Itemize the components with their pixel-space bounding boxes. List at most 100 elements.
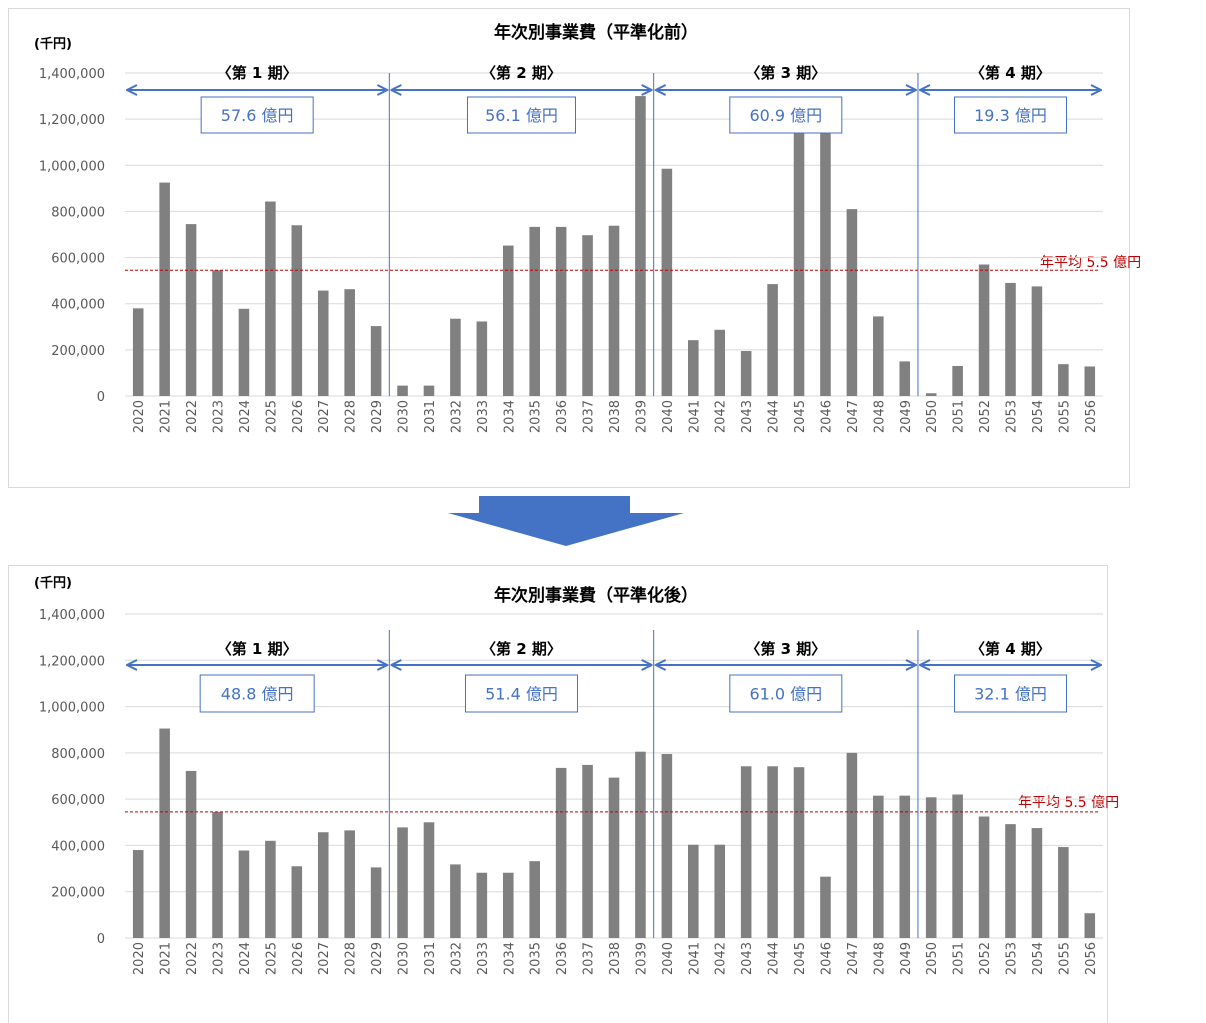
x-tick-label: 2047 [846, 400, 861, 433]
x-tick-label: 2037 [582, 400, 597, 433]
bar [925, 797, 937, 938]
bar [159, 182, 170, 396]
bar [132, 850, 144, 938]
x-tick-label: 2026 [291, 942, 306, 975]
x-tick-label: 2043 [740, 400, 755, 433]
x-tick-label: 2027 [317, 400, 332, 433]
bar [661, 168, 673, 396]
x-tick-label: 2048 [872, 942, 887, 975]
x-tick-label: 2047 [846, 942, 861, 975]
bar [238, 850, 250, 938]
bar [1058, 847, 1069, 938]
bar [714, 329, 726, 396]
bar [265, 840, 276, 938]
bar [185, 770, 197, 938]
y-tick-label: 800,000 [51, 205, 105, 220]
y-tick-label: 0 [97, 932, 105, 947]
bar [212, 811, 223, 938]
period-total-label: 32.1 億円 [974, 685, 1047, 704]
x-tick-label: 2041 [687, 942, 702, 975]
bar [952, 794, 963, 938]
bar [1084, 366, 1096, 396]
x-tick-label: 2041 [687, 400, 702, 433]
x-tick-label: 2053 [1004, 400, 1019, 433]
period-total-label: 19.3 億円 [974, 106, 1047, 125]
y-tick-label: 600,000 [51, 252, 105, 267]
x-tick-label: 2054 [1031, 942, 1046, 975]
x-tick-label: 2054 [1031, 400, 1046, 433]
period-total-box [729, 96, 843, 134]
bar [555, 226, 567, 396]
bar [291, 866, 303, 938]
bar [450, 318, 461, 396]
bar [1058, 364, 1069, 396]
bar [767, 284, 778, 396]
x-tick-label: 2039 [634, 942, 649, 975]
y-tick-label: 0 [97, 390, 105, 405]
y-tick-label: 200,000 [51, 886, 105, 901]
x-tick-label: 2025 [264, 942, 279, 975]
bar [873, 316, 884, 396]
y-tick-label: 1,200,000 [39, 654, 105, 669]
x-tick-label: 2025 [264, 400, 279, 433]
period-total-box [464, 674, 578, 713]
average-label: 年平均 5.5 億円 [1040, 255, 1141, 271]
period-label: 〈第 1 期〉 [217, 64, 298, 82]
x-tick-label: 2045 [793, 942, 808, 975]
bar [899, 795, 911, 938]
bar [344, 289, 355, 396]
y-tick-label: 1,000,000 [39, 159, 105, 174]
x-tick-label: 2039 [634, 400, 649, 433]
bar [1031, 828, 1043, 938]
y-tick-label: 1,400,000 [39, 67, 105, 82]
period-label: 〈第 2 期〉 [481, 64, 562, 82]
x-tick-label: 2031 [423, 400, 438, 433]
period-label: 〈第 1 期〉 [217, 640, 298, 658]
x-tick-label: 2036 [555, 942, 570, 975]
bar [1084, 913, 1096, 938]
bar [1005, 282, 1016, 396]
x-tick-label: 2020 [132, 942, 147, 975]
x-tick-label: 2023 [212, 400, 227, 433]
x-tick-label: 2028 [344, 400, 359, 433]
x-tick-label: 2040 [661, 400, 676, 433]
bar [555, 767, 567, 938]
bar [502, 872, 514, 938]
period-total-label: 57.6 億円 [221, 106, 294, 125]
x-tick-label: 2033 [476, 942, 491, 975]
period-total-box [199, 674, 315, 713]
x-tick-label: 2022 [185, 400, 200, 433]
bar [397, 385, 408, 396]
period-total-label: 56.1 億円 [485, 106, 558, 125]
bar [370, 326, 382, 396]
y-tick-label: 600,000 [51, 793, 105, 808]
x-tick-label: 2044 [767, 400, 782, 433]
x-tick-label: 2056 [1084, 942, 1099, 975]
bar [925, 393, 937, 396]
average-label: 年平均 5.5 億円 [1018, 795, 1119, 811]
x-tick-label: 2038 [608, 400, 623, 433]
period-total-box [953, 96, 1067, 134]
y-tick-label: 400,000 [51, 298, 105, 313]
period-total-label: 60.9 億円 [749, 106, 822, 125]
down-arrow-icon [448, 496, 684, 546]
bar [978, 264, 990, 396]
period-total-label: 48.8 億円 [221, 685, 294, 704]
y-tick-label: 1,000,000 [39, 701, 105, 716]
x-tick-label: 2024 [238, 400, 253, 433]
x-tick-label: 2055 [1057, 942, 1072, 975]
x-tick-label: 2027 [317, 942, 332, 975]
x-tick-label: 2035 [529, 942, 544, 975]
bar [846, 752, 858, 938]
x-tick-label: 2029 [370, 400, 385, 433]
x-tick-label: 2045 [793, 400, 808, 433]
bar [476, 872, 488, 938]
x-tick-label: 2036 [555, 400, 570, 433]
x-tick-label: 2052 [978, 942, 993, 975]
x-tick-label: 2020 [132, 400, 147, 433]
x-tick-label: 2037 [582, 942, 597, 975]
x-tick-label: 2053 [1004, 942, 1019, 975]
bar [661, 754, 673, 938]
period-label: 〈第 3 期〉 [745, 64, 826, 82]
